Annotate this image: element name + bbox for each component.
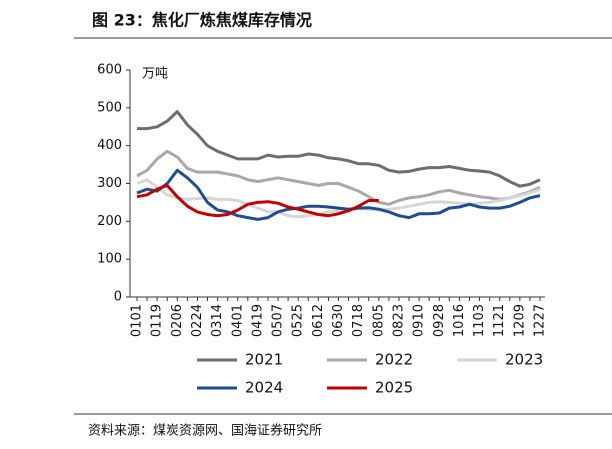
y-tick-label: 500 [97,100,122,115]
x-tick-label: 0910 [412,304,427,337]
legend-label: 2024 [245,379,283,397]
y-unit: 万吨 [142,67,168,82]
x-tick-label: 0206 [170,304,185,337]
y-tick-label: 100 [97,252,122,267]
legend-label: 2021 [245,351,283,369]
chart-title: 图 23：焦化厂炼焦煤库存情况 [92,11,312,30]
x-tick-label: 0119 [150,304,165,337]
legend-label: 2022 [375,351,413,369]
x-tick-label: 0419 [250,304,265,337]
x-tick-label: 0525 [291,304,306,337]
x-tick-label: 1227 [533,304,548,337]
x-tick-label: 1103 [472,304,487,337]
legend-label: 2025 [375,379,413,397]
x-tick-label: 0823 [391,304,406,337]
x-tick-label: 1121 [492,304,507,337]
series-line [137,110,541,188]
x-tick-label: 0101 [130,304,145,337]
x-tick-label: 0805 [371,304,386,337]
y-tick-label: 0 [114,290,122,305]
x-tick-label: 0630 [331,304,346,337]
x-tick-label: 0224 [190,304,205,337]
x-tick-label: 0718 [351,304,366,337]
y-tick-label: 300 [97,176,122,191]
x-tick-label: 0507 [271,304,286,337]
x-tick-label: 0612 [311,304,326,337]
x-tick-label: 0401 [230,304,245,337]
y-tick-label: 400 [97,138,122,153]
series-line [136,183,379,218]
series-line [136,149,541,206]
source: 资料来源：煤炭资源网、国海证券研究所 [88,423,322,439]
x-tick-label: 0314 [210,304,225,337]
x-tick-label: 1016 [452,304,467,337]
y-tick-label: 600 [97,63,122,78]
series-line [136,168,541,221]
x-tick-label: 1209 [512,304,527,337]
legend-label: 2023 [505,351,543,369]
y-tick-label: 200 [97,214,122,229]
x-tick-label: 0928 [432,304,447,337]
